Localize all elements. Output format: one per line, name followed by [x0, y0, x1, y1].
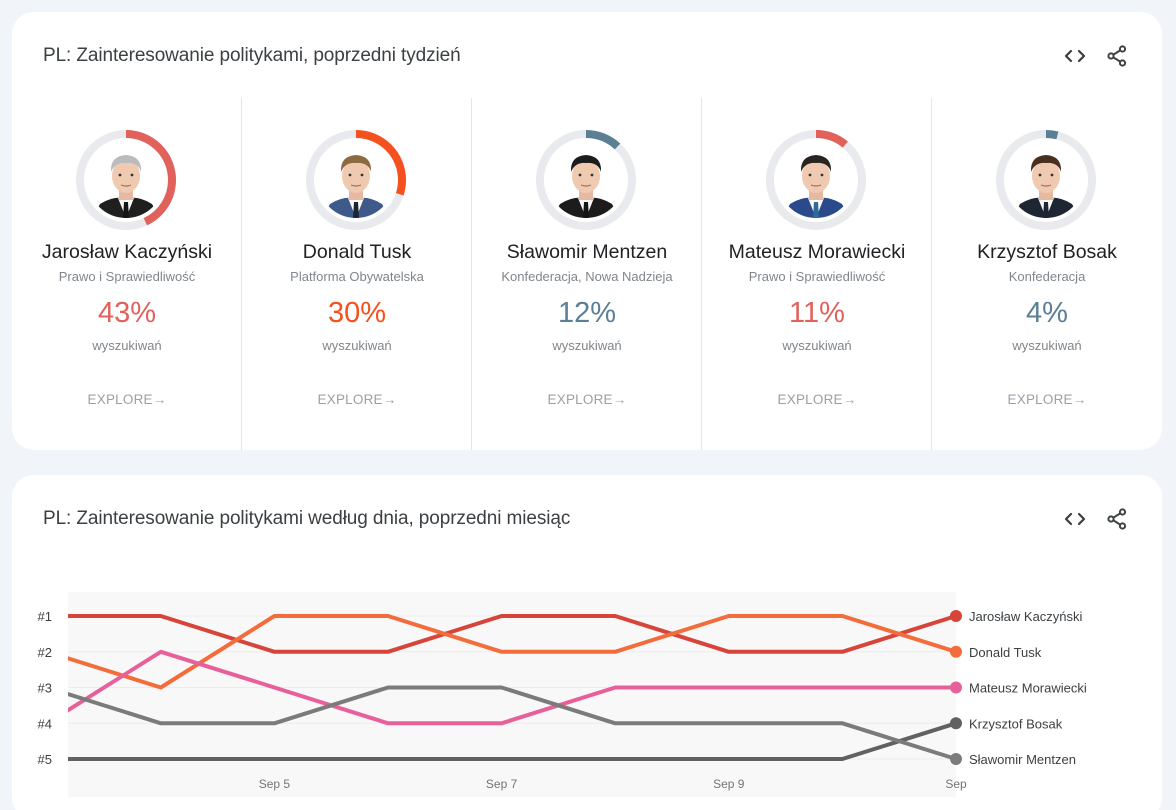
- politician-card: Jarosław Kaczyński Prawo i Sprawiedliwoś…: [12, 98, 242, 450]
- daily-interest-card: PL: Zainteresowanie politykami według dn…: [12, 475, 1162, 810]
- plot-area: [68, 592, 956, 797]
- explore-label: EXPLORE: [777, 392, 843, 407]
- explore-label: EXPLORE: [1007, 392, 1073, 407]
- person-portrait-icon: [1012, 155, 1080, 218]
- person-portrait-icon: [92, 155, 160, 218]
- rank-tick-label: #4: [38, 716, 52, 731]
- avatar-ring: [534, 128, 638, 232]
- search-share-label: wyszukiwań: [92, 338, 162, 353]
- party-name: Konfederacja, Nowa Nadzieja: [501, 269, 673, 284]
- search-share-percent: 11%: [789, 297, 845, 329]
- politician-name: Donald Tusk: [302, 241, 412, 263]
- series-label: Jarosław Kaczyński: [969, 609, 1083, 624]
- series-label: Krzysztof Bosak: [969, 716, 1063, 731]
- share-icon[interactable]: [1105, 44, 1129, 68]
- arrow-right-icon: →: [152, 392, 167, 407]
- explore-label: EXPLORE: [547, 392, 613, 407]
- party-name: Konfederacja: [1008, 269, 1086, 284]
- code-embed-icon[interactable]: [1063, 507, 1087, 531]
- series-line: [68, 721, 957, 761]
- avatar: [318, 142, 394, 218]
- share-icon[interactable]: [1105, 507, 1129, 531]
- person-portrait-icon: [322, 155, 390, 218]
- series-label: Sławomir Mentzen: [969, 752, 1076, 767]
- series-end-dot: [950, 717, 962, 730]
- series-end-dot: [950, 681, 962, 694]
- series-label: Donald Tusk: [969, 645, 1042, 660]
- explore-link[interactable]: EXPLORE→: [472, 392, 702, 407]
- politician-name: Mateusz Morawiecki: [728, 241, 906, 263]
- search-share-label: wyszukiwań: [552, 338, 622, 353]
- explore-link[interactable]: EXPLORE→: [242, 392, 472, 407]
- card-actions: [1063, 507, 1129, 531]
- explore-link[interactable]: EXPLORE→: [932, 392, 1162, 407]
- politician-card: Donald Tusk Platforma Obywatelska 30% wy…: [242, 98, 472, 450]
- search-share-label: wyszukiwań: [1012, 338, 1082, 353]
- weekly-interest-card: PL: Zainteresowanie politykami, poprzedn…: [12, 12, 1162, 450]
- explore-link[interactable]: EXPLORE→: [12, 392, 242, 407]
- avatar-ring: [764, 128, 868, 232]
- rank-tick-label: #2: [38, 645, 52, 660]
- rank-tick-label: #3: [38, 681, 52, 696]
- avatar: [1008, 142, 1084, 218]
- code-embed-icon[interactable]: [1063, 44, 1087, 68]
- person-portrait-icon: [552, 155, 620, 218]
- card-title: PL: Zainteresowanie politykami według dn…: [43, 508, 571, 529]
- search-share-label: wyszukiwań: [322, 338, 392, 353]
- share-ring-icon: [766, 130, 866, 230]
- person-portrait-icon: [782, 155, 850, 218]
- rank-tick-label: #1: [38, 609, 52, 624]
- search-share-percent: 43%: [97, 297, 157, 329]
- share-ring-icon: [76, 130, 176, 230]
- arrow-right-icon: →: [842, 392, 857, 407]
- share-ring-icon: [536, 130, 636, 230]
- politician-name: Krzysztof Bosak: [977, 241, 1117, 263]
- arrow-right-icon: →: [382, 392, 397, 407]
- avatar: [88, 142, 164, 218]
- series-label: Mateusz Morawiecki: [969, 681, 1087, 696]
- avatar-ring: [304, 128, 408, 232]
- series-line: [68, 614, 957, 654]
- party-name: Platforma Obywatelska: [290, 269, 424, 284]
- card-title: PL: Zainteresowanie politykami, poprzedn…: [43, 45, 461, 66]
- series-line: [68, 685, 957, 761]
- share-ring-icon: [996, 130, 1096, 230]
- politician-card: Sławomir Mentzen Konfederacja, Nowa Nadz…: [472, 98, 702, 450]
- card-actions: [1063, 44, 1129, 68]
- share-ring-icon: [306, 130, 406, 230]
- avatar-ring: [994, 128, 1098, 232]
- avatar: [778, 142, 854, 218]
- politician-card: Krzysztof Bosak Konfederacja 4% wyszukiw…: [932, 98, 1162, 450]
- series-end-dot: [950, 645, 962, 658]
- search-share-percent: 4%: [1026, 297, 1068, 329]
- politician-list: Jarosław Kaczyński Prawo i Sprawiedliwoś…: [12, 98, 1162, 450]
- arrow-right-icon: →: [1072, 392, 1087, 407]
- x-tick-label: Sep 9: [713, 777, 745, 791]
- search-share-percent: 12%: [557, 297, 617, 329]
- x-tick-label: Sep 7: [486, 777, 518, 791]
- party-name: Prawo i Sprawiedliwość: [58, 269, 196, 284]
- explore-label: EXPLORE: [87, 392, 153, 407]
- search-share-label: wyszukiwań: [782, 338, 852, 353]
- search-share-percent: 30%: [327, 297, 387, 329]
- x-tick-label: Sep 5: [259, 777, 291, 791]
- series-line: [68, 649, 956, 726]
- avatar-ring: [74, 128, 178, 232]
- rank-tick-label: #5: [38, 752, 52, 767]
- explore-link[interactable]: EXPLORE→: [702, 392, 932, 407]
- explore-label: EXPLORE: [317, 392, 383, 407]
- party-name: Prawo i Sprawiedliwość: [748, 269, 886, 284]
- series-end-dot: [950, 610, 962, 622]
- rank-line-chart: #1 #2 #3 #4 #5 Sep 5 Sep 7 Sep 9 Sep Jarosław Kac…: [38, 592, 1087, 797]
- series-end-dot: [950, 753, 962, 765]
- x-tick-label: Sep: [945, 777, 967, 791]
- politician-name: Jarosław Kaczyński: [41, 241, 213, 263]
- politician-card: Mateusz Morawiecki Prawo i Sprawiedliwoś…: [702, 98, 932, 450]
- politician-name: Sławomir Mentzen: [506, 241, 668, 263]
- avatar: [548, 142, 624, 218]
- arrow-right-icon: →: [612, 392, 627, 407]
